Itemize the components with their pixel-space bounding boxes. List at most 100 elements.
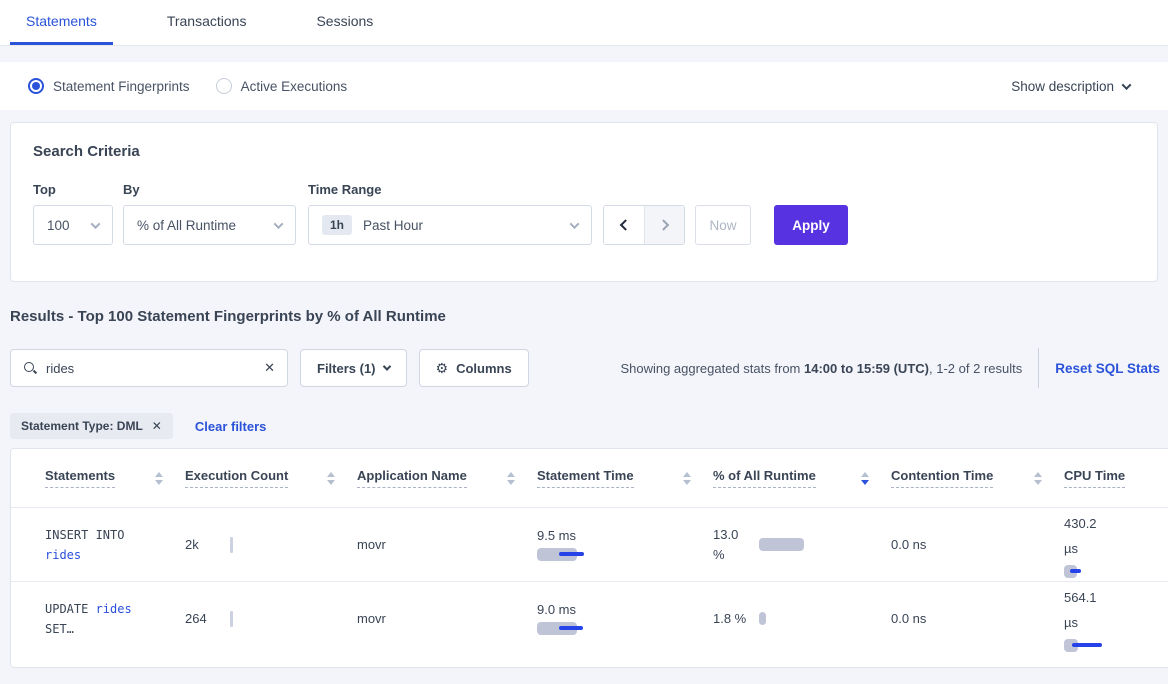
sort-icon[interactable] [155,471,163,485]
column-header-statements[interactable]: Statements [45,468,185,488]
execution-count-bar [230,536,233,553]
chevron-down-icon [382,362,391,371]
filter-pill-label: Statement Type: DML [21,419,143,433]
active-filters-row: Statement Type: DML ✕ Clear filters [10,413,1168,439]
cpu-time-cell: 430.2 µs [1064,511,1168,578]
statement-fingerprint-cell: INSERT INTO rides [45,527,125,562]
runtime-bar [759,612,819,625]
next-time-button[interactable] [644,206,684,244]
execution-count-cell: 264 [185,610,357,627]
column-header-cpu-time[interactable]: CPU Time [1064,468,1168,488]
by-field: By % of All Runtime [123,182,308,245]
tab-statements[interactable]: Statements [10,0,113,45]
search-criteria-card: Search Criteria Top 100 By % of All Runt… [10,122,1158,282]
column-header-statement-time[interactable]: Statement Time [537,468,713,488]
page-tabs: Statements Transactions Sessions [0,0,1168,46]
results-heading: Results - Top 100 Statement Fingerprints… [10,308,446,325]
column-header-application-name[interactable]: Application Name [357,468,537,488]
results-controls: ✕ Filters (1) ⚙ Columns Showing aggregat… [10,348,1168,388]
search-criteria-title: Search Criteria [33,143,140,160]
statement-link[interactable]: rides [95,601,132,616]
statement-time-bar [537,622,657,635]
time-range-value: Past Hour [363,217,424,233]
reset-sql-stats-link[interactable]: Reset SQL Stats [1055,360,1160,376]
chevron-left-icon [619,219,632,231]
divider [1038,348,1040,388]
column-header-contention-time[interactable]: Contention Time [891,468,1064,488]
time-range-field: Time Range 1h Past Hour [308,182,603,245]
time-range-label: Time Range [308,182,382,197]
statements-table: Statements Execution Count Application N… [10,448,1168,668]
columns-button[interactable]: ⚙ Columns [418,349,529,387]
sort-icon[interactable] [507,471,515,485]
sort-icon[interactable] [1034,471,1042,485]
by-label: By [123,182,140,197]
filters-button[interactable]: Filters (1) [300,349,407,387]
search-input[interactable] [46,360,265,376]
runtime-bar [759,538,819,551]
time-range-badge: 1h [322,215,353,235]
top-field: Top 100 [33,182,123,245]
top-label: Top [33,182,56,197]
table-row: INSERT INTO rides 2k movr 9.5 ms 13.0 % … [11,507,1168,581]
tab-sessions[interactable]: Sessions [316,13,374,29]
radio-selected-icon[interactable] [28,78,44,94]
apply-button[interactable]: Apply [774,205,848,245]
sort-icon[interactable] [683,471,691,485]
filter-pill-statement-type[interactable]: Statement Type: DML ✕ [10,413,173,439]
radio-active-executions-label: Active Executions [240,78,348,94]
chevron-down-icon [90,218,101,229]
column-header-execution-count[interactable]: Execution Count [185,468,357,488]
application-name-cell: movr [357,537,386,552]
application-name-cell: movr [357,611,386,626]
table-row: UPDATE rides SET… 264 movr 9.0 ms 1.8 % … [11,581,1168,655]
chevron-right-icon [657,219,669,231]
columns-button-label: Columns [456,360,512,376]
cpu-time-bar [1064,565,1168,578]
filters-button-label: Filters (1) [317,360,376,376]
show-description-label: Show description [1011,78,1114,94]
now-button[interactable]: Now [695,205,751,245]
cpu-time-bar [1064,639,1168,652]
show-description-toggle[interactable]: Show description [1011,78,1132,94]
search-box[interactable]: ✕ [10,349,288,387]
chevron-down-icon [569,218,580,229]
runtime-cell: 1.8 % [713,609,891,629]
statement-time-cell: 9.5 ms [537,528,713,561]
top-select-value: 100 [47,217,70,233]
by-select-value: % of All Runtime [137,217,237,233]
runtime-cell: 13.0 % [713,525,891,565]
statement-link[interactable]: rides [45,547,82,562]
execution-count-cell: 2k [185,536,357,553]
by-select[interactable]: % of All Runtime [123,205,296,245]
clear-filters-link[interactable]: Clear filters [194,418,267,434]
contention-time-cell: 0.0 ns [891,537,927,552]
radio-statement-fingerprints-label: Statement Fingerprints [53,78,190,94]
chevron-down-icon [1121,79,1132,90]
radio-unselected-icon[interactable] [215,78,232,94]
table-header-row: Statements Execution Count Application N… [11,449,1168,507]
chevron-down-icon [273,218,284,229]
time-range-select[interactable]: 1h Past Hour [308,205,592,245]
time-nav-buttons [603,205,685,245]
radio-statement-fingerprints[interactable]: Statement Fingerprints [28,78,190,94]
execution-count-bar [230,610,233,627]
sort-icon[interactable] [327,471,335,485]
showing-stats-text: Showing aggregated stats from 14:00 to 1… [620,360,1023,376]
top-select[interactable]: 100 [33,205,113,245]
radio-active-executions[interactable]: Active Executions [215,78,348,94]
statement-time-bar [537,548,657,561]
view-toggle-bar: Statement Fingerprints Active Executions… [0,62,1168,110]
remove-filter-icon[interactable]: ✕ [151,419,162,433]
sort-icon-active[interactable] [861,471,869,485]
column-header-percent-runtime[interactable]: % of All Runtime [713,468,891,488]
contention-time-cell: 0.0 ns [891,611,927,626]
clear-search-icon[interactable]: ✕ [264,360,275,375]
showing-stats-range: 14:00 to 15:59 (UTC) [804,360,929,376]
statement-fingerprint-cell: UPDATE rides SET… [45,601,132,636]
tab-transactions[interactable]: Transactions [166,13,247,29]
cpu-time-cell: 564.1 µs [1064,585,1168,652]
previous-time-button[interactable] [604,206,644,244]
statement-time-cell: 9.0 ms [537,602,713,635]
search-icon [23,361,37,375]
